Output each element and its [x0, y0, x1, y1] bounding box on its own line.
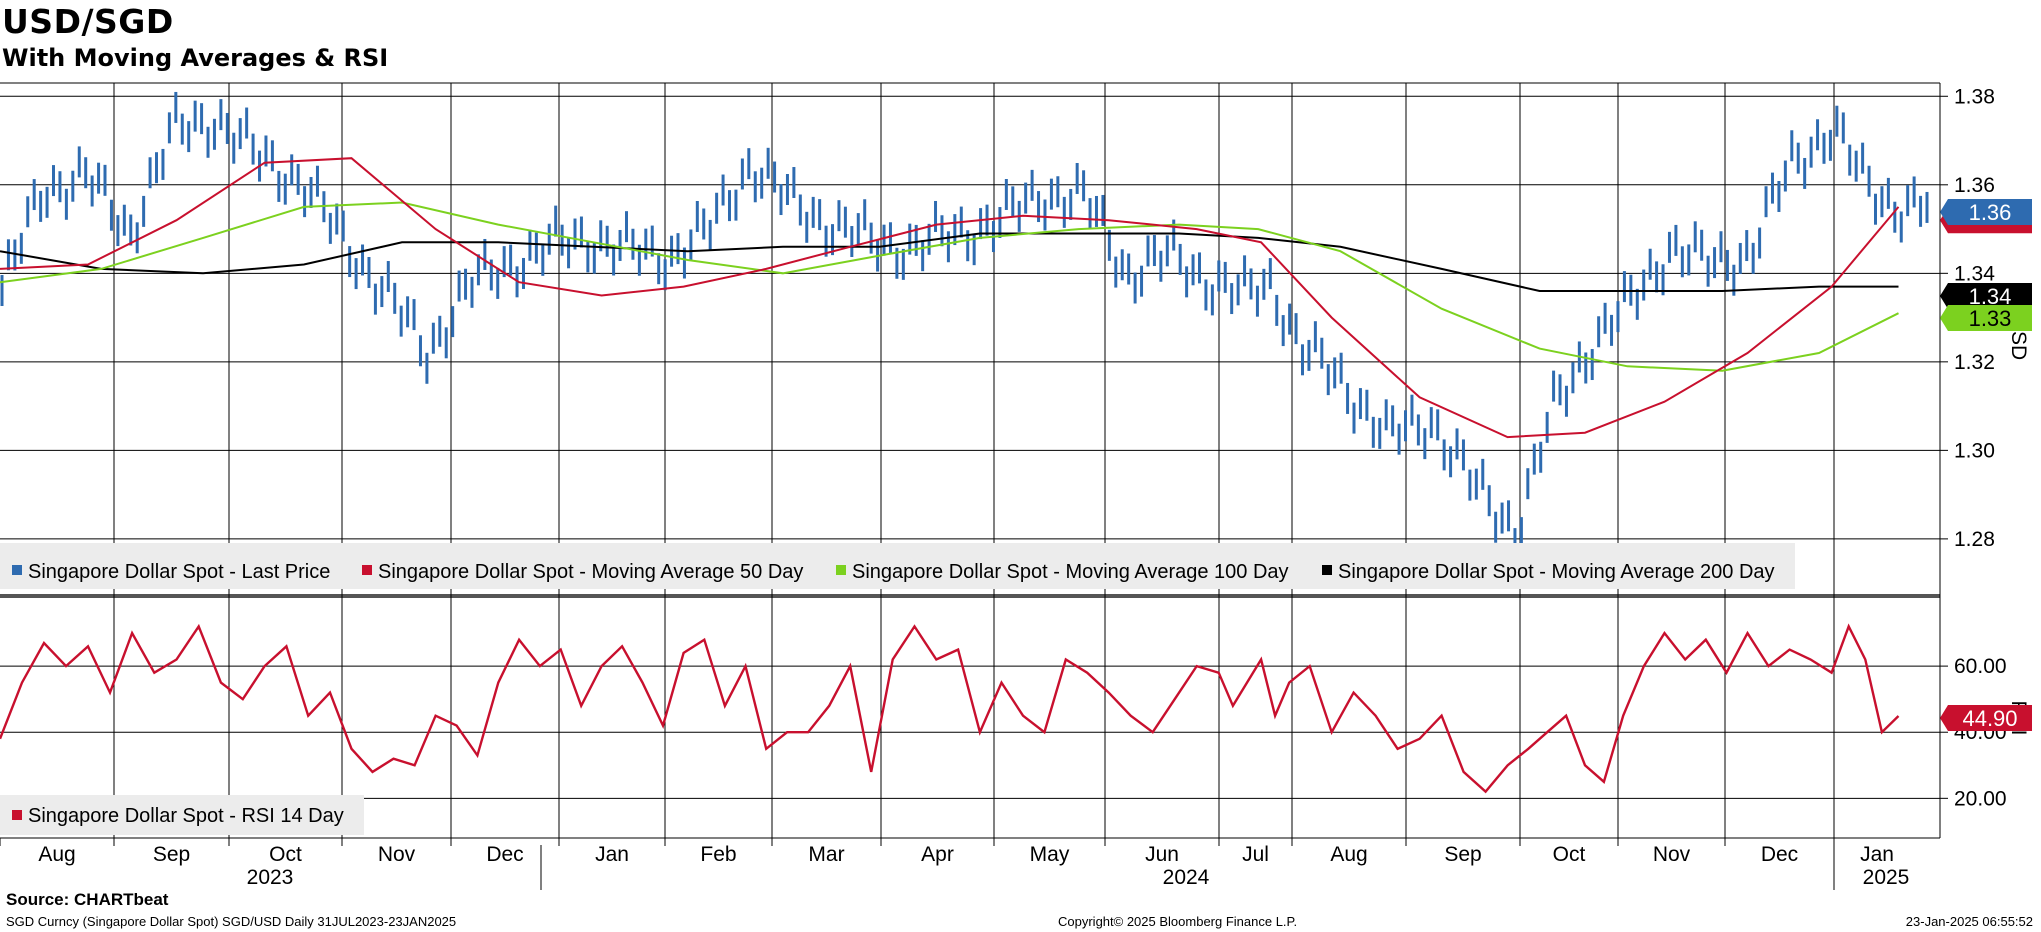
legend-item-label: Singapore Dollar Spot - RSI 14 Day	[28, 805, 344, 827]
x-month-label: Aug	[38, 843, 75, 866]
value-tag-label: 1.33	[1969, 306, 2012, 331]
value-tag-label: 44.90	[1962, 706, 2017, 731]
main-y-tick-label: 1.28	[1954, 528, 1995, 551]
rsi-legend: Singapore Dollar Spot - RSI 14 Day	[0, 795, 364, 835]
main-y-tick-label: 1.34	[1954, 262, 1995, 285]
main-y-tick-label: 1.38	[1954, 85, 1995, 108]
chart-title: USD/SGD	[2, 2, 174, 41]
x-month-label: Oct	[269, 843, 302, 866]
chart-subtitle: With Moving Averages & RSI	[2, 44, 389, 72]
main-legend-background	[0, 543, 1795, 589]
value-tag-shape	[1940, 305, 2032, 331]
x-year-label: 2023	[247, 866, 294, 889]
legend-item-label: Singapore Dollar Spot - Moving Average 2…	[1338, 561, 1775, 583]
footer-timestamp: 23-Jan-2025 06:55:52	[1905, 914, 2033, 929]
x-month-label: Feb	[700, 843, 736, 866]
value-tag-shape	[1940, 705, 2032, 732]
legend-item-label: Singapore Dollar Spot - Last Price	[28, 561, 330, 583]
legend-item-label: Singapore Dollar Spot - Moving Average 5…	[378, 561, 803, 583]
main-y-tick-label: 1.32	[1954, 351, 1995, 374]
x-month-label: Sep	[1444, 843, 1481, 866]
legend-swatch	[1322, 565, 1332, 575]
price-value-tag: 1.36	[1940, 199, 2032, 225]
legend-swatch	[362, 565, 372, 575]
x-month-label: Jul	[1242, 843, 1269, 866]
rsi-y-tick-label: 20.00	[1954, 787, 2007, 810]
x-month-label: Dec	[1761, 843, 1798, 866]
x-month-label: Sep	[153, 843, 190, 866]
value-tag-label: 1.34	[1969, 284, 2012, 309]
x-month-label: Apr	[921, 843, 954, 866]
x-year-label: 2024	[1163, 866, 1210, 889]
main-y-tick-label: 1.30	[1954, 439, 1995, 462]
legend-swatch	[12, 810, 22, 820]
ma200-line	[0, 232, 1899, 292]
x-month-label: Nov	[1653, 843, 1691, 866]
x-month-label: May	[1030, 843, 1070, 866]
x-month-label: Oct	[1553, 843, 1586, 866]
value-tag-shape	[1940, 283, 2032, 309]
ma200-value-tag: 1.34	[1940, 283, 2032, 309]
x-month-label: Aug	[1330, 843, 1367, 866]
x-month-label: Jan	[595, 843, 629, 866]
main-y-tick-label: 1.36	[1954, 174, 1995, 197]
rsi-value-tag: 44.90	[1940, 705, 2032, 732]
legend-item-label: Singapore Dollar Spot - Moving Average 1…	[852, 561, 1289, 583]
rsi-line	[0, 623, 1900, 794]
x-month-label: Mar	[808, 843, 844, 866]
source-label: Source: CHARTbeat	[6, 890, 169, 909]
rsi-legend-background	[0, 795, 364, 835]
main-legend: Singapore Dollar Spot - Last Price Singap…	[0, 543, 1795, 589]
footer-ticker-note: SGD Curncy (Singapore Dollar Spot) SGD/U…	[6, 914, 457, 929]
value-tag-label: 1.36	[1969, 200, 2012, 225]
legend-swatch	[12, 565, 22, 575]
ma100-value-tag: 1.33	[1940, 305, 2032, 331]
footer-copyright: Copyright© 2025 Bloomberg Finance L.P.	[1058, 914, 1298, 929]
x-month-label: Dec	[486, 843, 523, 866]
x-year-label: 2025	[1863, 866, 1910, 889]
x-month-label: Nov	[378, 843, 416, 866]
price-bars-group	[0, 91, 1929, 560]
rsi-y-tick-label: 60.00	[1954, 655, 2007, 678]
value-tag-shape	[1940, 199, 2032, 225]
x-month-label: Jan	[1860, 843, 1894, 866]
x-month-label: Jun	[1145, 843, 1179, 866]
ma100-line	[0, 201, 1899, 372]
legend-swatch	[836, 565, 846, 575]
ma50-line	[0, 157, 1900, 439]
